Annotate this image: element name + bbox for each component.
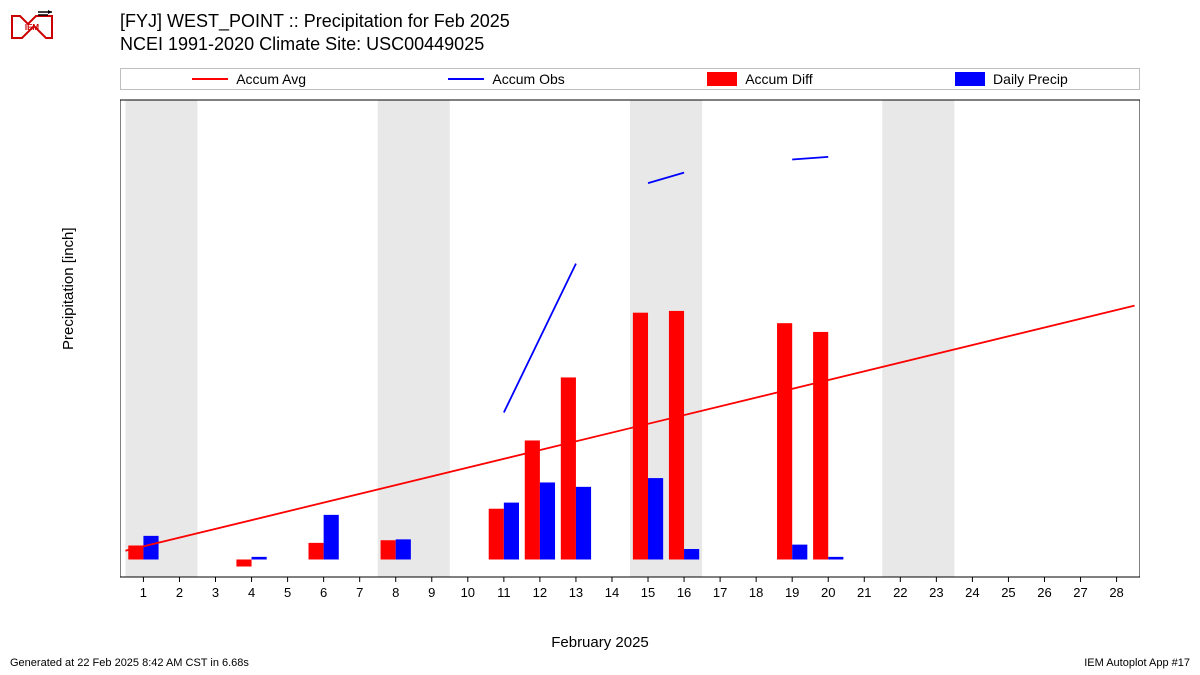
svg-text:4: 4 <box>248 585 255 600</box>
svg-text:26: 26 <box>1037 585 1051 600</box>
svg-text:2: 2 <box>176 585 183 600</box>
legend-swatch-accum-obs <box>448 78 484 80</box>
chart-plot: 0123451234567891011121314151617181920212… <box>120 92 1140 607</box>
svg-text:18: 18 <box>749 585 763 600</box>
legend: Accum Avg Accum Obs Accum Diff Daily Pre… <box>120 68 1140 90</box>
legend-item-accum-diff: Accum Diff <box>707 71 812 87</box>
svg-text:23: 23 <box>929 585 943 600</box>
svg-text:3: 3 <box>212 585 219 600</box>
svg-text:8: 8 <box>392 585 399 600</box>
svg-text:15: 15 <box>641 585 655 600</box>
svg-text:20: 20 <box>821 585 835 600</box>
x-axis-label: February 2025 <box>0 634 1200 651</box>
title-line-1: [FYJ] WEST_POINT :: Precipitation for Fe… <box>120 10 510 33</box>
legend-label: Daily Precip <box>993 71 1068 87</box>
svg-text:25: 25 <box>1001 585 1015 600</box>
legend-label: Accum Diff <box>745 71 812 87</box>
svg-text:10: 10 <box>461 585 475 600</box>
footer-generated: Generated at 22 Feb 2025 8:42 AM CST in … <box>10 657 249 669</box>
title-line-2: NCEI 1991-2020 Climate Site: USC00449025 <box>120 33 510 56</box>
svg-text:IEM: IEM <box>25 23 40 32</box>
svg-text:28: 28 <box>1109 585 1123 600</box>
svg-text:14: 14 <box>605 585 619 600</box>
svg-text:12: 12 <box>533 585 547 600</box>
iem-logo: IEM <box>8 8 56 44</box>
chart-title: [FYJ] WEST_POINT :: Precipitation for Fe… <box>120 10 510 57</box>
legend-swatch-daily-precip <box>955 72 985 86</box>
svg-text:17: 17 <box>713 585 727 600</box>
y-axis-label: Precipitation [inch] <box>60 227 77 350</box>
svg-text:11: 11 <box>497 585 511 600</box>
svg-text:6: 6 <box>320 585 327 600</box>
legend-item-accum-obs: Accum Obs <box>448 71 564 87</box>
svg-text:24: 24 <box>965 585 979 600</box>
svg-text:22: 22 <box>893 585 907 600</box>
svg-text:13: 13 <box>569 585 583 600</box>
legend-item-accum-avg: Accum Avg <box>192 71 306 87</box>
legend-swatch-accum-avg <box>192 78 228 80</box>
svg-text:21: 21 <box>857 585 871 600</box>
svg-text:27: 27 <box>1073 585 1087 600</box>
legend-label: Accum Obs <box>492 71 564 87</box>
legend-label: Accum Avg <box>236 71 306 87</box>
svg-text:19: 19 <box>785 585 799 600</box>
svg-text:16: 16 <box>677 585 691 600</box>
legend-swatch-accum-diff <box>707 72 737 86</box>
legend-item-daily-precip: Daily Precip <box>955 71 1068 87</box>
svg-text:9: 9 <box>428 585 435 600</box>
footer-app: IEM Autoplot App #17 <box>1084 657 1190 669</box>
svg-text:5: 5 <box>284 585 291 600</box>
svg-text:7: 7 <box>356 585 363 600</box>
svg-text:1: 1 <box>140 585 147 600</box>
